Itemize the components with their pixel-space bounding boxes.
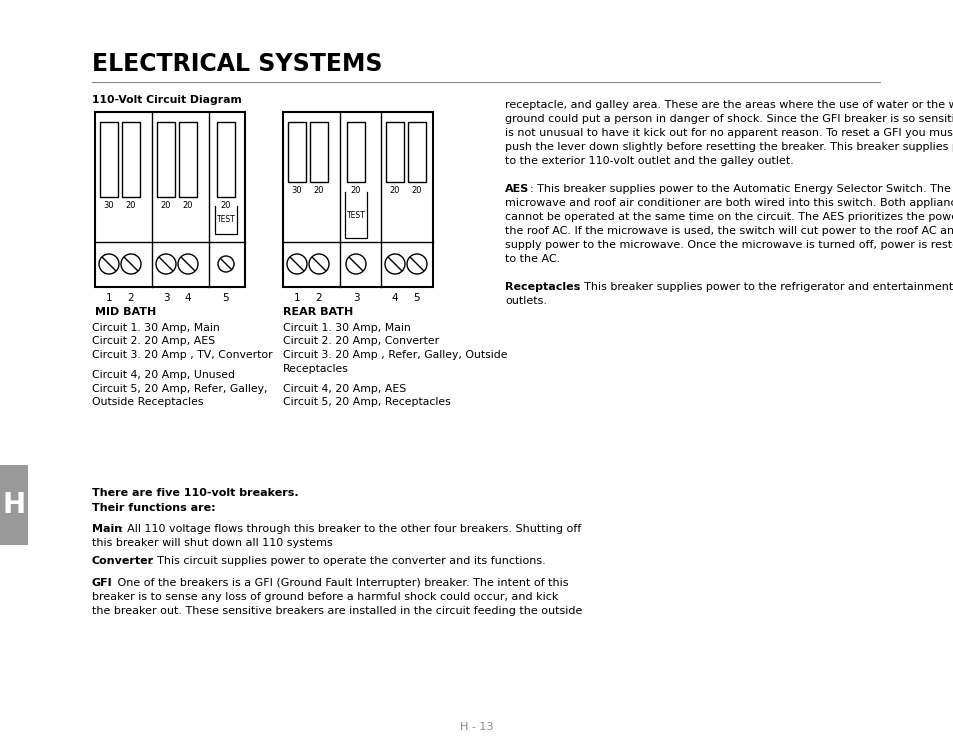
Text: One of the breakers is a GFI (Ground Fault Interrupter) breaker. The intent of t: One of the breakers is a GFI (Ground Fau…	[113, 578, 568, 588]
Text: TEST: TEST	[216, 215, 235, 224]
Text: 4: 4	[392, 293, 398, 303]
Bar	[0, 465, 28, 545]
Text: 2: 2	[315, 293, 322, 303]
Text: push the lever down slightly before resetting the breaker. This breaker supplies: push the lever down slightly before rese…	[504, 142, 953, 152]
Circle shape	[121, 254, 141, 274]
Text: : This breaker supplies power to the Automatic Energy Selector Switch. The: : This breaker supplies power to the Aut…	[530, 184, 950, 194]
Text: outlets.: outlets.	[504, 296, 546, 306]
Bar	[310, 122, 328, 182]
Text: H: H	[3, 491, 26, 519]
Text: Circuit 4, 20 Amp, Unused: Circuit 4, 20 Amp, Unused	[91, 370, 234, 380]
Bar	[386, 122, 403, 182]
Text: 30: 30	[104, 201, 114, 210]
Text: Their functions are:: Their functions are:	[91, 503, 215, 513]
Text: 5: 5	[414, 293, 420, 303]
Bar	[122, 122, 140, 197]
Text: Outside Receptacles: Outside Receptacles	[91, 397, 203, 407]
Text: Circuit 2. 20 Amp, Converter: Circuit 2. 20 Amp, Converter	[283, 337, 438, 347]
Circle shape	[99, 254, 119, 274]
Text: REAR BATH: REAR BATH	[283, 307, 353, 317]
Text: Circuit 1. 30 Amp, Main: Circuit 1. 30 Amp, Main	[283, 323, 411, 333]
Text: cannot be operated at the same time on the circuit. The AES prioritizes the powe: cannot be operated at the same time on t…	[504, 212, 953, 222]
Text: AES: AES	[504, 184, 529, 194]
Text: 3: 3	[163, 293, 169, 303]
Text: is not unusual to have it kick out for no apparent reason. To reset a GFI you mu: is not unusual to have it kick out for n…	[504, 128, 953, 138]
Text: GFI: GFI	[91, 578, 112, 588]
Text: Circuit 5, 20 Amp, Refer, Galley,: Circuit 5, 20 Amp, Refer, Galley,	[91, 384, 267, 394]
Text: 1: 1	[106, 293, 112, 303]
Bar	[347, 122, 365, 182]
Text: ground could put a person in danger of shock. Since the GFI breaker is so sensit: ground could put a person in danger of s…	[504, 114, 953, 124]
Text: 20: 20	[390, 186, 400, 195]
Circle shape	[178, 254, 198, 274]
Text: 20: 20	[351, 186, 361, 195]
Circle shape	[156, 254, 175, 274]
Text: Circuit 2. 20 Amp, AES: Circuit 2. 20 Amp, AES	[91, 337, 214, 347]
Bar	[100, 122, 118, 197]
Bar	[408, 122, 426, 182]
Circle shape	[309, 254, 329, 274]
Text: Circuit 4, 20 Amp, AES: Circuit 4, 20 Amp, AES	[283, 384, 406, 394]
Circle shape	[407, 254, 427, 274]
Text: Converter: Converter	[91, 556, 154, 566]
Text: Circuit 1. 30 Amp, Main: Circuit 1. 30 Amp, Main	[91, 323, 219, 333]
Text: H - 13: H - 13	[460, 722, 493, 732]
Circle shape	[218, 256, 233, 272]
Text: Circuit 3. 20 Amp , Refer, Galley, Outside: Circuit 3. 20 Amp , Refer, Galley, Outsi…	[283, 350, 507, 360]
Bar	[283, 112, 433, 287]
Text: 1: 1	[294, 293, 300, 303]
Bar	[179, 122, 196, 197]
Text: to the AC.: to the AC.	[504, 254, 559, 264]
Text: 20: 20	[183, 201, 193, 210]
Circle shape	[346, 254, 366, 274]
Text: TEST: TEST	[346, 210, 365, 219]
Bar	[216, 122, 234, 197]
Text: breaker is to sense any loss of ground before a harmful shock could occur, and k: breaker is to sense any loss of ground b…	[91, 592, 558, 602]
Text: Circuit 5, 20 Amp, Receptacles: Circuit 5, 20 Amp, Receptacles	[283, 397, 450, 407]
Text: 5: 5	[222, 293, 229, 303]
Text: 20: 20	[314, 186, 324, 195]
Text: the roof AC. If the microwave is used, the switch will cut power to the roof AC : the roof AC. If the microwave is used, t…	[504, 226, 953, 236]
Text: : All 110 voltage flows through this breaker to the other four breakers. Shuttin: : All 110 voltage flows through this bre…	[120, 524, 580, 534]
Text: 20: 20	[220, 201, 231, 210]
Text: Receptacles: Receptacles	[504, 282, 579, 292]
Text: Main: Main	[91, 524, 122, 534]
Text: supply power to the microwave. Once the microwave is turned off, power is restor: supply power to the microwave. Once the …	[504, 240, 953, 250]
Text: 4: 4	[185, 293, 192, 303]
Text: 30: 30	[292, 186, 302, 195]
Text: Receptacles: Receptacles	[283, 364, 349, 373]
Bar	[95, 112, 245, 287]
Text: 20: 20	[161, 201, 172, 210]
Circle shape	[385, 254, 405, 274]
Text: 20: 20	[126, 201, 136, 210]
Circle shape	[287, 254, 307, 274]
Text: MID BATH: MID BATH	[95, 307, 156, 317]
Text: microwave and roof air conditioner are both wired into this switch. Both applian: microwave and roof air conditioner are b…	[504, 198, 953, 208]
Text: 2: 2	[128, 293, 134, 303]
Bar	[288, 122, 306, 182]
Text: Circuit 3. 20 Amp , TV, Convertor: Circuit 3. 20 Amp , TV, Convertor	[91, 350, 273, 360]
Text: receptacle, and galley area. These are the areas where the use of water or the w: receptacle, and galley area. These are t…	[504, 100, 953, 110]
Bar	[157, 122, 174, 197]
Text: the breaker out. These sensitive breakers are installed in the circuit feeding t: the breaker out. These sensitive breaker…	[91, 606, 581, 616]
Text: this breaker will shut down all 110 systems: this breaker will shut down all 110 syst…	[91, 538, 333, 548]
Text: 3: 3	[353, 293, 359, 303]
Text: There are five 110-volt breakers.: There are five 110-volt breakers.	[91, 488, 298, 498]
Text: : This breaker supplies power to the refrigerator and entertainment center: : This breaker supplies power to the ref…	[577, 282, 953, 292]
Text: : This circuit supplies power to operate the converter and its functions.: : This circuit supplies power to operate…	[150, 556, 545, 566]
Text: to the exterior 110-volt outlet and the galley outlet.: to the exterior 110-volt outlet and the …	[504, 156, 793, 166]
Text: ELECTRICAL SYSTEMS: ELECTRICAL SYSTEMS	[91, 52, 382, 76]
Text: 110-Volt Circuit Diagram: 110-Volt Circuit Diagram	[91, 95, 241, 105]
Text: 20: 20	[412, 186, 422, 195]
